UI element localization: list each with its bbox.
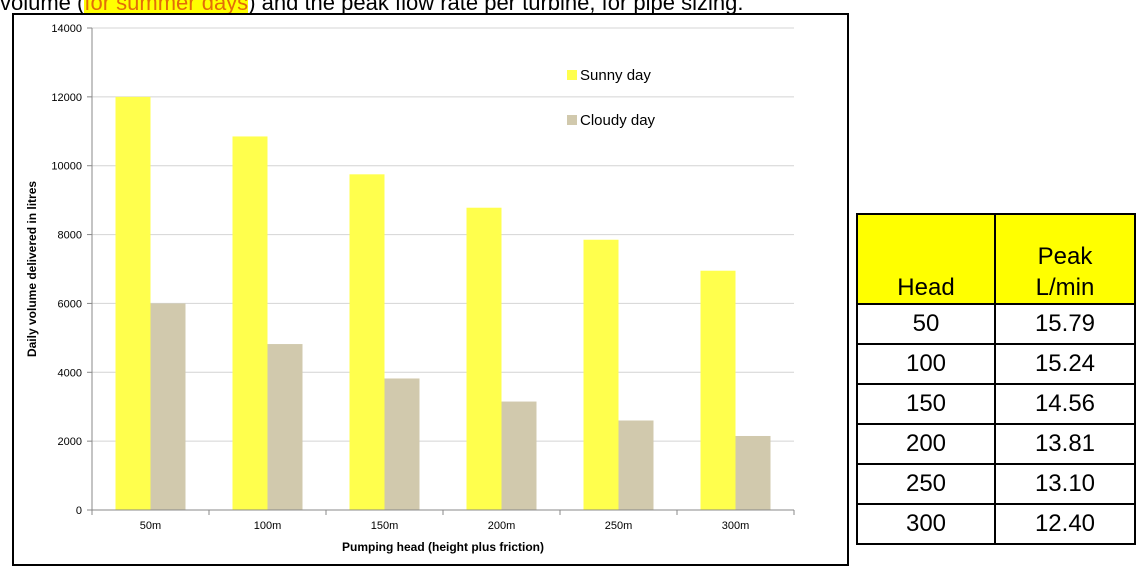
cloudy-bar [735,435,771,510]
peak-flow-table: Head Peak L/min 50 15.79 100 15.24 150 14.56… [856,213,1136,545]
table-row: 200 13.81 [856,423,1136,465]
table-row: 150 14.56 [856,383,1136,425]
x-tick-label: 250m [605,520,633,532]
sunny-bar [583,239,619,510]
x-tick-label: 200m [488,520,516,532]
peak-cell: 15.24 [993,343,1136,385]
x-tick-label: 50m [140,520,161,532]
y-tick-label: 4000 [58,367,82,379]
table-row: 50 15.79 [856,303,1136,345]
cloudy-bar [384,378,420,510]
sunny-bar [232,136,268,510]
y-tick-label: 8000 [58,230,82,242]
header-peak: Peak L/min [993,213,1136,305]
table-row: 100 15.24 [856,343,1136,385]
head-cell: 150 [856,383,996,425]
y-tick-labels: 0 2000 4000 6000 8000 10000 12000 14000 [51,23,82,517]
table-row: 300 12.40 [856,503,1136,545]
peak-cell: 13.81 [993,423,1136,465]
y-tick-label: 14000 [51,23,82,35]
legend-label: Sunny day [580,67,651,84]
peak-cell: 12.40 [993,503,1136,545]
head-cell: 250 [856,463,996,505]
cloudy-bar [501,401,537,510]
x-tick-label: 150m [371,520,399,532]
caption-suffix: ) and the peak flow rate per turbine, fo… [248,0,744,15]
legend: Sunny day Cloudy day [567,67,656,129]
sunny-bar [700,270,736,510]
sunny-bar [466,207,502,510]
x-tick-labels: 50m 100m 150m 200m 250m 300m [91,510,795,532]
x-tick-label: 300m [722,520,750,532]
head-cell: 300 [856,503,996,545]
legend-swatch [567,115,577,125]
y-axis-title: Daily volume delivered in litres [25,181,39,357]
grid-lines [87,27,794,511]
caption-highlight: for summer days [84,0,249,15]
bars [115,96,771,511]
y-tick-label: 10000 [51,161,82,173]
peak-cell: 13.10 [993,463,1136,505]
y-tick-label: 12000 [51,92,82,104]
table-row: 250 13.10 [856,463,1136,505]
y-tick-label: 6000 [58,298,82,310]
caption-text: volume (for summer days) and the peak fl… [0,0,1136,15]
header-head: Head [856,213,996,305]
x-axis-title: Pumping head (height plus friction) [342,540,544,554]
caption-prefix: volume ( [0,0,85,15]
cloudy-bar [150,303,186,510]
chart-frame: 0 2000 4000 6000 8000 10000 12000 14000 50m 100m… [12,13,849,566]
y-tick-label: 0 [76,505,82,517]
legend-label: Cloudy day [580,112,656,129]
peak-cell: 14.56 [993,383,1136,425]
cloudy-bar [618,420,654,510]
x-tick-label: 100m [254,520,282,532]
sunny-bar [349,174,385,511]
legend-swatch [567,70,577,80]
head-cell: 200 [856,423,996,465]
sunny-bar [115,96,151,510]
cloudy-bar [267,344,303,510]
bar-chart: 0 2000 4000 6000 8000 10000 12000 14000 50m 100m… [25,23,795,554]
header-peak-text: Peak L/min [1035,243,1095,301]
table-header-row: Head Peak L/min [856,213,1136,305]
y-tick-label: 2000 [58,436,82,448]
peak-cell: 15.79 [993,303,1136,345]
head-cell: 50 [856,303,996,345]
head-cell: 100 [856,343,996,385]
